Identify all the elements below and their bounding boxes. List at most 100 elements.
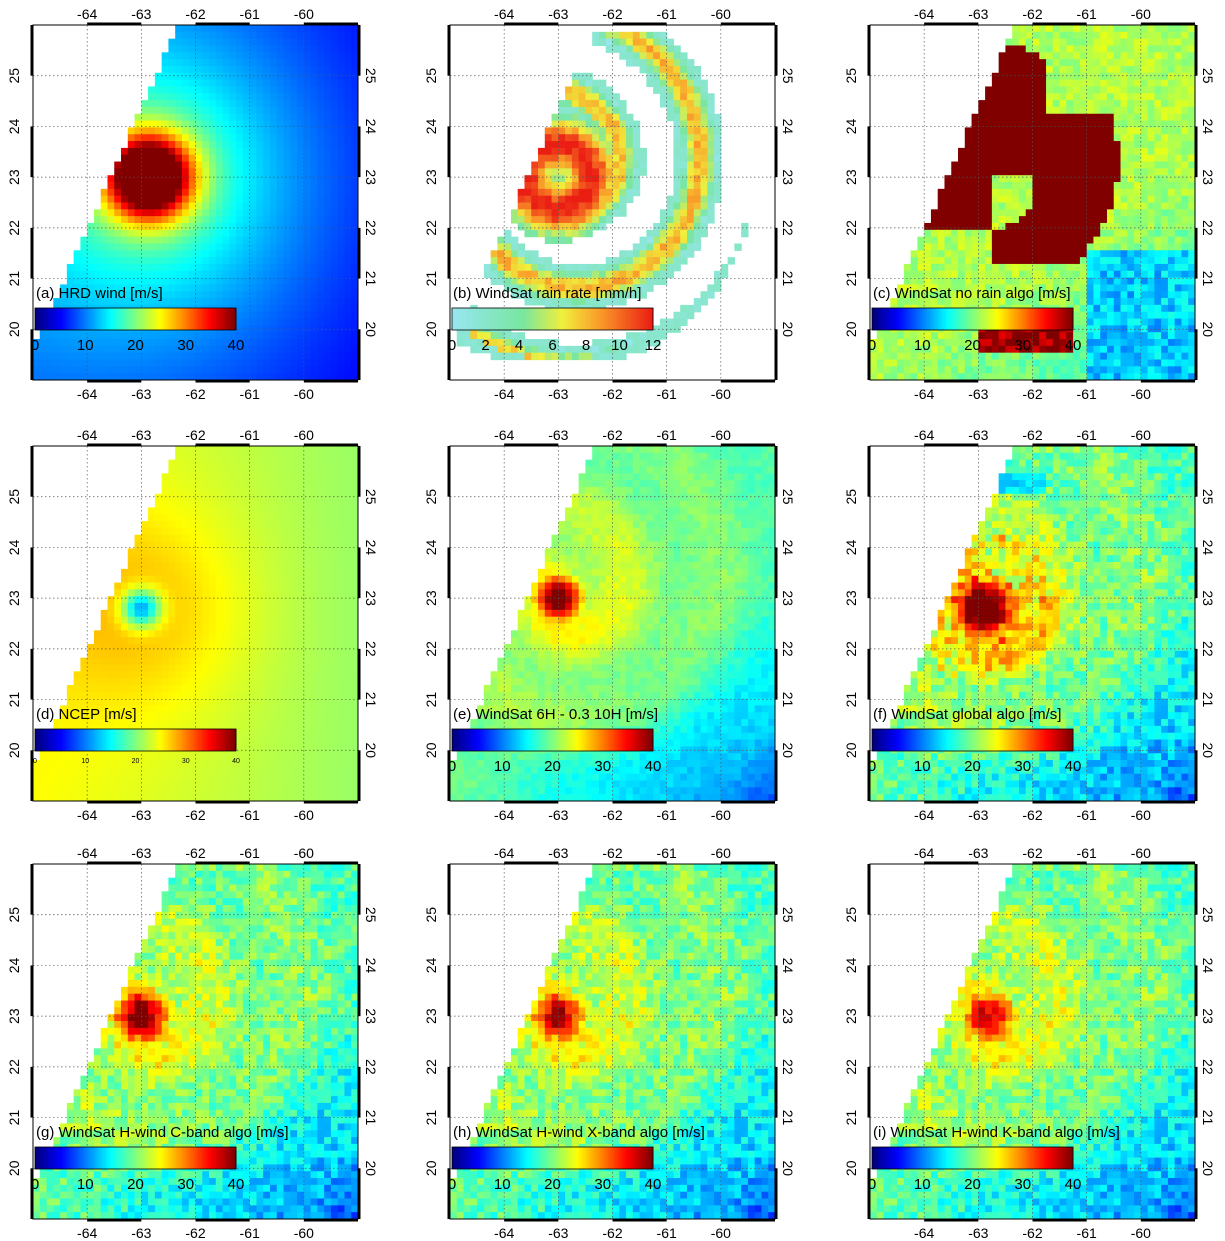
heatmap-cell — [39, 373, 48, 380]
heatmap-cell — [161, 100, 170, 108]
heatmap-cell — [741, 229, 749, 238]
heatmap-cell — [337, 175, 346, 183]
heatmap-cell — [612, 38, 620, 47]
heatmap-cell — [1127, 38, 1135, 47]
heatmap-cell — [209, 277, 217, 286]
heatmap-cell — [1134, 72, 1142, 81]
heatmap-cell — [958, 298, 966, 306]
heatmap-cell — [1106, 298, 1115, 306]
heatmap-cell — [1052, 127, 1061, 135]
heatmap-cell — [544, 147, 553, 156]
heatmap-cell — [121, 202, 129, 210]
heatmap-cell — [1120, 182, 1128, 190]
heatmap-cell — [1100, 79, 1108, 88]
heatmap-cell — [680, 72, 688, 81]
border-segment — [87, 380, 142, 383]
heatmap-cell — [107, 202, 115, 210]
heatmap-cell — [1079, 229, 1088, 238]
heatmap-cell — [626, 263, 634, 272]
heatmap-cell — [351, 373, 358, 380]
heatmap-cell — [93, 250, 102, 258]
heatmap-cell — [242, 352, 251, 361]
heatmap-cell — [1181, 318, 1189, 326]
heatmap-cell — [673, 222, 681, 231]
heatmap-cell — [1073, 106, 1081, 115]
heatmap-cell — [1079, 188, 1088, 197]
heatmap-cell — [1147, 339, 1155, 347]
heatmap-cell — [290, 38, 298, 47]
heatmap-cell — [1140, 65, 1149, 74]
heatmap-cell — [121, 339, 129, 347]
heatmap-cell — [175, 284, 183, 292]
heatmap-cell — [1188, 147, 1195, 156]
heatmap-cell — [1025, 175, 1034, 183]
heatmap-cell — [236, 65, 244, 74]
heatmap-cell — [344, 304, 352, 313]
heatmap-cell — [276, 134, 285, 142]
heatmap-cell — [175, 168, 183, 176]
heatmap-cell — [1066, 345, 1074, 354]
heatmap-cell — [964, 352, 973, 361]
heatmap-cell — [1120, 229, 1128, 238]
heatmap-cell — [551, 345, 559, 354]
heatmap-cell — [222, 339, 230, 347]
heatmap-cell — [971, 175, 979, 183]
heatmap-cell — [1140, 93, 1149, 101]
heatmap-cell — [1181, 216, 1189, 224]
heatmap-cell — [310, 277, 318, 286]
heatmap-cell — [330, 86, 339, 94]
heatmap-cell — [73, 250, 81, 258]
heatmap-cell — [1147, 202, 1155, 210]
heatmap-cell — [1005, 120, 1013, 129]
heatmap-cell — [1120, 168, 1128, 176]
heatmap-cell — [337, 304, 346, 313]
heatmap-cell — [222, 366, 230, 374]
heatmap-cell — [188, 45, 197, 53]
heatmap-cell — [242, 59, 251, 67]
heatmap-cell — [263, 154, 271, 163]
heatmap-cell — [659, 38, 668, 47]
colorbar: 0 2 4 6 8 10 12 — [448, 307, 661, 354]
heatmap-cell — [317, 93, 325, 101]
heatmap-cell — [626, 182, 634, 190]
heatmap-cell — [303, 257, 312, 265]
heatmap-cell — [1134, 277, 1142, 286]
heatmap-cell — [1167, 154, 1176, 163]
heatmap-cell — [958, 229, 966, 238]
heatmap-cell — [991, 345, 1000, 354]
heatmap-cell — [1113, 277, 1122, 286]
heatmap-cell — [998, 332, 1007, 340]
heatmap-cell — [1134, 65, 1142, 74]
heatmap-cell — [1052, 65, 1061, 74]
heatmap-cell — [181, 38, 190, 47]
colorbar-swatch — [158, 308, 162, 330]
heatmap-cell — [134, 229, 142, 238]
heatmap-cell — [175, 31, 183, 40]
heatmap-cell — [1046, 147, 1054, 156]
heatmap-cell — [1032, 141, 1040, 149]
heatmap-cell — [1012, 161, 1020, 169]
heatmap-cell — [229, 339, 237, 347]
heatmap-cell — [1025, 72, 1034, 81]
heatmap-cell — [215, 359, 224, 367]
heatmap-cell — [330, 31, 339, 40]
heatmap-cell — [324, 366, 332, 374]
heatmap-cell — [330, 243, 339, 251]
heatmap-cell — [283, 141, 291, 149]
heatmap-cell — [1012, 345, 1020, 354]
heatmap-cell — [283, 270, 291, 279]
heatmap-cell — [1174, 168, 1183, 176]
heatmap-cell — [317, 120, 325, 129]
heatmap-cell — [1039, 45, 1047, 53]
heatmap-cell — [517, 216, 526, 224]
heatmap-cell — [344, 59, 352, 67]
heatmap-cell — [1174, 216, 1183, 224]
heatmap-cell — [1188, 311, 1195, 320]
heatmap-cell — [1018, 339, 1027, 347]
heatmap-cell — [917, 257, 925, 265]
heatmap-cell — [168, 250, 176, 258]
heatmap-cell — [175, 236, 183, 245]
heatmap-cell — [154, 127, 163, 135]
heatmap-cell — [33, 373, 41, 380]
colorbar-swatch — [60, 308, 64, 330]
